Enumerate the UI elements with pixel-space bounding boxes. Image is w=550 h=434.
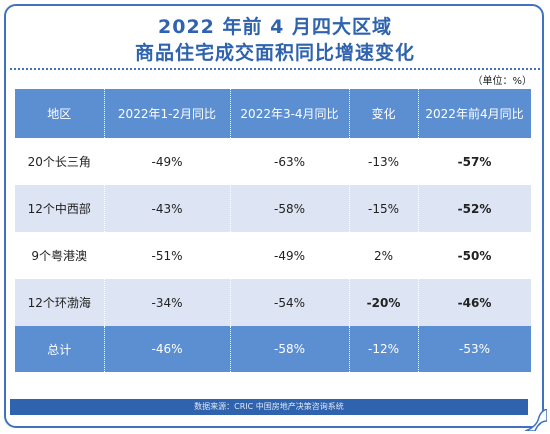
source-footer: 数据来源：CRIC 中国房地产决策咨询系统 bbox=[10, 399, 528, 415]
value-cell: -54% bbox=[230, 279, 350, 326]
value-cell: -13% bbox=[349, 138, 419, 185]
total-value: -12% bbox=[349, 326, 419, 372]
table-total-row: 总计 -46% -58% -12% -53% bbox=[15, 326, 532, 372]
region-cell: 12个中西部 bbox=[15, 185, 105, 232]
value-cell: -51% bbox=[104, 232, 231, 279]
unit-label: （单位：%） bbox=[472, 76, 532, 87]
value-cell: -49% bbox=[230, 232, 350, 279]
page-title-line2: 商品住宅成交面积同比增速变化 bbox=[134, 42, 415, 64]
value-cell: -43% bbox=[104, 185, 231, 232]
table-row: 9个粤港澳 -51% -49% 2% -50% bbox=[15, 232, 532, 279]
header-mar-apr: 2022年3-4月同比 bbox=[230, 89, 350, 138]
table-header-row: 地区 2022年1-2月同比 2022年3-4月同比 变化 2022年前4月同比 bbox=[15, 89, 532, 138]
title-divider bbox=[10, 68, 540, 70]
data-table: 地区 2022年1-2月同比 2022年3-4月同比 变化 2022年前4月同比… bbox=[15, 89, 532, 372]
header-first4: 2022年前4月同比 bbox=[418, 89, 532, 138]
region-cell: 9个粤港澳 bbox=[15, 232, 105, 279]
value-cell: -57% bbox=[418, 138, 532, 185]
table-row: 20个长三角 -49% -63% -13% -57% bbox=[15, 138, 532, 185]
value-cell: -34% bbox=[104, 279, 231, 326]
value-cell: -49% bbox=[104, 138, 231, 185]
card-frame bbox=[4, 4, 544, 428]
value-cell: -63% bbox=[230, 138, 350, 185]
value-cell: 2% bbox=[349, 232, 419, 279]
page-curl-icon bbox=[525, 409, 547, 431]
table-row: 12个环渤海 -34% -54% -20% -46% bbox=[15, 279, 532, 326]
total-value: -53% bbox=[418, 326, 532, 372]
header-region: 地区 bbox=[15, 89, 105, 138]
page-title-line1: 2022 年前 4 月四大区域 bbox=[158, 16, 392, 38]
value-cell: -15% bbox=[349, 185, 419, 232]
value-cell: -52% bbox=[418, 185, 532, 232]
total-value: -58% bbox=[230, 326, 350, 372]
region-cell: 12个环渤海 bbox=[15, 279, 105, 326]
value-cell: -58% bbox=[230, 185, 350, 232]
table-row: 12个中西部 -43% -58% -15% -52% bbox=[15, 185, 532, 232]
value-cell: -50% bbox=[418, 232, 532, 279]
region-cell: 20个长三角 bbox=[15, 138, 105, 185]
header-change: 变化 bbox=[349, 89, 419, 138]
value-cell: -20% bbox=[349, 279, 419, 326]
header-jan-feb: 2022年1-2月同比 bbox=[104, 89, 231, 138]
total-label: 总计 bbox=[15, 326, 105, 372]
total-value: -46% bbox=[104, 326, 231, 372]
value-cell: -46% bbox=[418, 279, 532, 326]
